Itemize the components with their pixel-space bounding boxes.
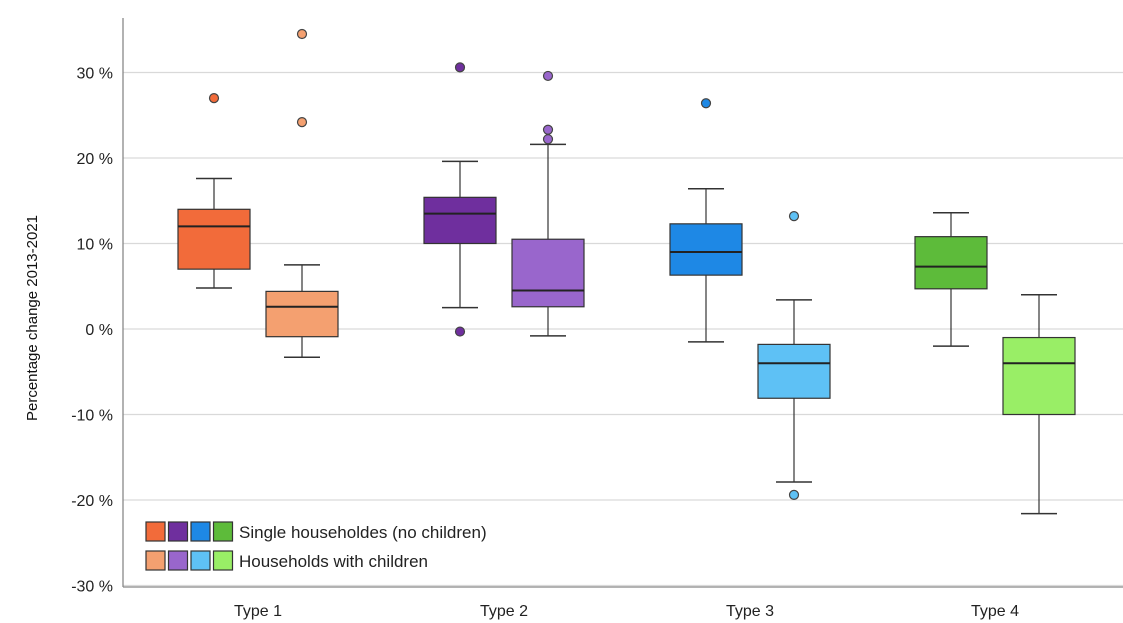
box-iqr bbox=[177, 208, 251, 270]
box-plot-marks bbox=[177, 28, 1076, 515]
outlier-point bbox=[454, 326, 466, 337]
x-tick-label: Type 4 bbox=[971, 603, 1019, 620]
box-single-type3 bbox=[669, 98, 743, 343]
y-tick-label: 0 % bbox=[85, 322, 113, 339]
x-tick-label: Type 3 bbox=[726, 603, 774, 620]
y-axis-label: Percentage change 2013-2021 bbox=[24, 215, 41, 421]
legend-swatch bbox=[212, 521, 234, 542]
box-children-type2 bbox=[511, 70, 585, 337]
outlier-point bbox=[296, 28, 308, 40]
legend-label-single: Single householdes (no children) bbox=[239, 523, 487, 542]
outlier-point bbox=[454, 62, 466, 73]
box-iqr bbox=[511, 238, 585, 308]
y-tick-labels: -30 % -20 % -10 % 0 % 10 % 20 % 30 % bbox=[71, 66, 113, 596]
legend-swatch bbox=[167, 550, 189, 571]
box-iqr bbox=[265, 290, 339, 338]
legend-swatch bbox=[190, 521, 211, 542]
legend-swatches-single bbox=[145, 521, 234, 542]
box-children-type4 bbox=[1002, 294, 1076, 515]
x-tick-label: Type 2 bbox=[480, 603, 528, 620]
box-children-type3 bbox=[757, 211, 831, 500]
legend: Single householdes (no children) Househo… bbox=[145, 521, 487, 571]
legend-swatch bbox=[167, 521, 189, 542]
legend-label-children: Households with children bbox=[239, 552, 428, 571]
y-tick-label: 20 % bbox=[77, 151, 113, 168]
outlier-point bbox=[788, 211, 800, 222]
box-children-type1 bbox=[265, 28, 339, 358]
box-single-type4 bbox=[914, 211, 988, 347]
y-tick-label: -10 % bbox=[71, 408, 113, 425]
outlier-point bbox=[542, 124, 554, 135]
y-tick-label: -20 % bbox=[71, 493, 113, 510]
outlier-point bbox=[700, 98, 712, 109]
outlier-point bbox=[542, 70, 554, 82]
x-tick-label: Type 1 bbox=[234, 603, 282, 620]
box-iqr bbox=[669, 223, 743, 276]
outlier-point bbox=[208, 93, 220, 104]
legend-swatches-children bbox=[145, 550, 234, 571]
box-single-type1 bbox=[177, 93, 251, 289]
box-single-type2 bbox=[423, 62, 497, 337]
box-iqr bbox=[914, 236, 988, 290]
legend-swatch bbox=[190, 550, 211, 571]
legend-swatch bbox=[212, 550, 234, 571]
y-tick-label: 10 % bbox=[77, 237, 113, 254]
legend-swatch bbox=[145, 550, 166, 571]
box-iqr bbox=[1002, 336, 1076, 416]
outlier-point bbox=[296, 116, 308, 128]
y-tick-label: 30 % bbox=[77, 66, 113, 83]
x-tick-labels: Type 1 Type 2 Type 3 Type 4 bbox=[234, 603, 1019, 620]
box-iqr bbox=[423, 196, 497, 245]
y-tick-label: -30 % bbox=[71, 579, 113, 596]
outlier-point bbox=[788, 489, 800, 500]
outlier-point bbox=[542, 134, 554, 145]
box-iqr bbox=[757, 343, 831, 399]
legend-swatch bbox=[145, 521, 166, 542]
